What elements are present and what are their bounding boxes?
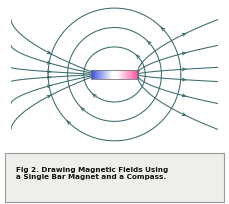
Bar bbox=[95, 70, 96, 79]
Bar bbox=[105, 70, 106, 79]
Bar bbox=[91, 70, 92, 79]
Bar bbox=[117, 70, 118, 79]
Bar bbox=[131, 70, 132, 79]
Bar bbox=[97, 70, 98, 79]
Bar bbox=[99, 70, 100, 79]
Bar bbox=[121, 70, 122, 79]
Bar bbox=[94, 70, 95, 79]
Bar bbox=[98, 70, 99, 79]
Bar bbox=[100, 70, 101, 79]
Bar bbox=[129, 70, 130, 79]
Bar bbox=[114, 70, 115, 79]
Bar bbox=[93, 70, 94, 79]
Bar bbox=[128, 70, 129, 79]
FancyBboxPatch shape bbox=[5, 153, 224, 202]
Bar bbox=[134, 70, 135, 79]
Bar bbox=[127, 70, 128, 79]
Bar bbox=[91, 70, 138, 79]
Bar bbox=[106, 70, 107, 79]
Bar bbox=[96, 70, 97, 79]
Bar bbox=[120, 70, 121, 79]
Bar bbox=[122, 70, 123, 79]
Bar bbox=[92, 70, 93, 79]
Bar bbox=[105, 70, 106, 79]
Bar bbox=[104, 70, 105, 79]
Bar bbox=[133, 70, 134, 79]
Bar bbox=[91, 70, 92, 79]
Bar bbox=[137, 70, 138, 79]
Bar bbox=[106, 70, 107, 79]
Bar bbox=[110, 70, 111, 79]
Bar bbox=[113, 70, 114, 79]
Bar bbox=[119, 70, 120, 79]
Bar bbox=[135, 70, 136, 79]
Bar bbox=[136, 70, 137, 79]
Bar bbox=[133, 70, 134, 79]
Bar bbox=[116, 70, 117, 79]
Bar bbox=[123, 70, 124, 79]
Bar bbox=[118, 70, 119, 79]
Bar bbox=[94, 70, 95, 79]
Bar bbox=[117, 70, 118, 79]
Bar bbox=[130, 70, 131, 79]
Bar bbox=[109, 70, 110, 79]
Bar bbox=[125, 70, 126, 79]
Bar bbox=[103, 70, 104, 79]
Bar bbox=[132, 70, 133, 79]
Bar bbox=[92, 70, 93, 79]
Bar bbox=[115, 70, 116, 79]
Bar bbox=[102, 70, 103, 79]
Bar bbox=[112, 70, 113, 79]
Bar bbox=[101, 70, 102, 79]
Text: Fig 2. Drawing Magnetic Fields Using
a Single Bar Magnet and a Compass.: Fig 2. Drawing Magnetic Fields Using a S… bbox=[16, 167, 168, 180]
Bar bbox=[120, 70, 121, 79]
Bar bbox=[131, 70, 132, 79]
Bar bbox=[107, 70, 108, 79]
Bar bbox=[119, 70, 120, 79]
Bar bbox=[118, 70, 119, 79]
Bar bbox=[124, 70, 125, 79]
Bar bbox=[108, 70, 109, 79]
Bar bbox=[104, 70, 105, 79]
Bar bbox=[107, 70, 108, 79]
Bar bbox=[126, 70, 127, 79]
Bar bbox=[111, 70, 112, 79]
Bar bbox=[132, 70, 133, 79]
Bar bbox=[93, 70, 94, 79]
